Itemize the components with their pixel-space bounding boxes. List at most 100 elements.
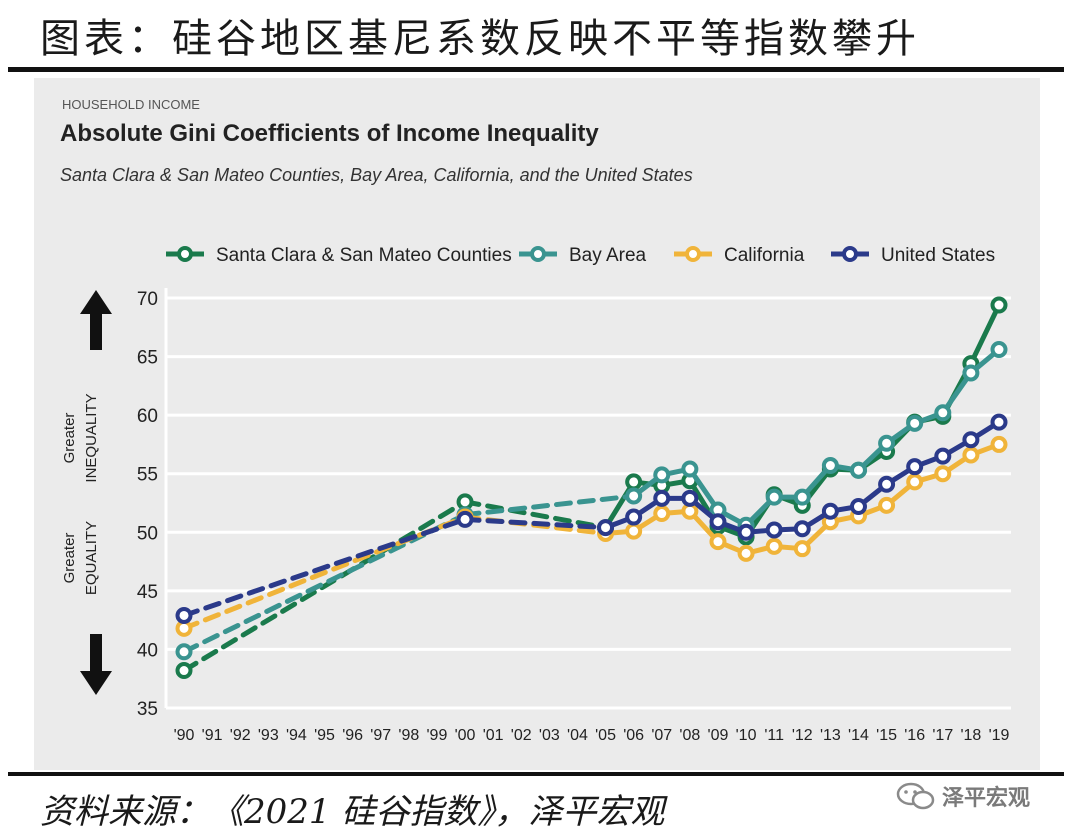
data-point bbox=[821, 457, 839, 475]
data-point bbox=[962, 446, 980, 464]
x-tick-label: '93 bbox=[258, 727, 279, 744]
x-tick-label: '97 bbox=[370, 727, 391, 744]
chart-panel: HOUSEHOLD INCOME Absolute Gini Coefficie… bbox=[34, 78, 1040, 770]
legend-swatch-marker bbox=[177, 246, 193, 262]
data-point bbox=[709, 513, 727, 531]
x-tick-label: '96 bbox=[342, 727, 363, 744]
data-point bbox=[709, 533, 727, 551]
legend-item: California bbox=[674, 245, 805, 266]
data-point bbox=[765, 488, 783, 506]
legend-label: Santa Clara & San Mateo Counties bbox=[216, 245, 512, 266]
x-tick-label: '14 bbox=[848, 727, 869, 744]
legend-label: California bbox=[724, 245, 805, 266]
x-tick-label: '19 bbox=[989, 727, 1010, 744]
legend-item: Santa Clara & San Mateo Counties bbox=[166, 245, 512, 266]
data-point bbox=[849, 498, 867, 516]
top-rule bbox=[8, 67, 1064, 72]
data-point bbox=[175, 606, 193, 624]
chart-kicker: HOUSEHOLD INCOME bbox=[62, 97, 200, 112]
x-tick-label: '99 bbox=[427, 727, 448, 744]
x-axis-ticks: '90 '91 '92 '93 '94 '95 '96 '97 '98 '99 '00 '01 '02 '… bbox=[174, 727, 1010, 744]
x-tick-label: '11 bbox=[764, 727, 784, 744]
data-point bbox=[653, 505, 671, 523]
data-point bbox=[849, 461, 867, 479]
x-tick-label: '03 bbox=[539, 727, 560, 744]
wechat-icon bbox=[896, 782, 935, 810]
data-point bbox=[681, 460, 699, 478]
down-arrow-icon bbox=[80, 634, 112, 695]
chart-grid bbox=[164, 288, 1011, 710]
x-tick-label: '13 bbox=[820, 727, 841, 744]
y-tick-label: 50 bbox=[137, 523, 158, 544]
legend-swatch-marker bbox=[842, 246, 858, 262]
data-point bbox=[793, 540, 811, 558]
x-tick-label: '07 bbox=[651, 727, 672, 744]
data-point bbox=[906, 458, 924, 476]
data-point bbox=[653, 466, 671, 484]
dashed-segment bbox=[181, 514, 468, 631]
x-tick-label: '05 bbox=[595, 727, 616, 744]
dashed-segment bbox=[181, 512, 468, 655]
data-point bbox=[653, 489, 671, 507]
series-united-states bbox=[175, 413, 1008, 624]
x-tick-label: '02 bbox=[511, 727, 532, 744]
x-tick-label: '17 bbox=[932, 727, 953, 744]
data-point bbox=[681, 489, 699, 507]
y-tick-label: 40 bbox=[137, 640, 158, 661]
x-tick-label: '15 bbox=[876, 727, 897, 744]
legend-item: Bay Area bbox=[519, 245, 647, 266]
data-point bbox=[737, 523, 755, 541]
legend-label: United States bbox=[881, 245, 995, 266]
data-point bbox=[934, 447, 952, 465]
dashed-segment bbox=[181, 499, 468, 674]
dashed-segment bbox=[181, 516, 468, 618]
x-tick-label: '90 bbox=[174, 727, 195, 744]
data-point bbox=[597, 519, 615, 537]
x-tick-label: '94 bbox=[286, 727, 307, 744]
source-note: 资料来源：《2021 硅谷指数》，泽平宏观 bbox=[40, 792, 665, 832]
watermark-text: 泽平宏观 bbox=[942, 786, 1031, 811]
data-point bbox=[990, 413, 1008, 431]
chart-subtitle: Santa Clara & San Mateo Counties, Bay Ar… bbox=[60, 165, 693, 185]
data-point bbox=[821, 502, 839, 520]
data-point bbox=[737, 544, 755, 562]
data-point bbox=[625, 487, 643, 505]
x-tick-label: '08 bbox=[679, 727, 700, 744]
y-axis-ticks: 35 40 45 50 55 60 65 70 bbox=[137, 289, 158, 720]
y-tick-label: 60 bbox=[137, 406, 158, 427]
gini-chart: HOUSEHOLD INCOME Absolute Gini Coefficie… bbox=[60, 97, 1011, 744]
data-point bbox=[990, 341, 1008, 359]
bottom-rule bbox=[8, 772, 1064, 776]
data-point bbox=[990, 435, 1008, 453]
dashed-segment bbox=[462, 499, 609, 531]
data-point bbox=[934, 465, 952, 483]
y-tick-label: 35 bbox=[137, 699, 158, 720]
series-california bbox=[175, 435, 1008, 637]
x-tick-label: '98 bbox=[398, 727, 419, 744]
axis-label-inequality: INEQUALITY bbox=[83, 393, 100, 482]
x-tick-label: '00 bbox=[455, 727, 476, 744]
legend-label: Bay Area bbox=[569, 245, 647, 266]
data-point bbox=[625, 473, 643, 491]
x-tick-label: '91 bbox=[202, 727, 223, 744]
x-tick-label: '12 bbox=[792, 727, 813, 744]
data-point bbox=[175, 662, 193, 680]
data-point bbox=[962, 364, 980, 382]
y-tick-label: 55 bbox=[137, 465, 158, 486]
x-tick-label: '95 bbox=[314, 727, 335, 744]
data-point bbox=[990, 296, 1008, 314]
series-bay-area bbox=[175, 341, 1008, 661]
x-tick-label: '92 bbox=[230, 727, 251, 744]
data-point bbox=[175, 643, 193, 661]
data-point bbox=[934, 404, 952, 422]
data-point bbox=[878, 496, 896, 514]
legend-swatch-marker bbox=[685, 246, 701, 262]
x-tick-label: '10 bbox=[736, 727, 757, 744]
x-tick-label: '06 bbox=[623, 727, 644, 744]
legend-item: United States bbox=[831, 245, 995, 266]
dashed-segment bbox=[462, 516, 609, 531]
data-point bbox=[625, 508, 643, 526]
watermark: 泽平宏观 bbox=[896, 780, 1030, 812]
data-point bbox=[906, 473, 924, 491]
y-tick-label: 70 bbox=[137, 289, 158, 310]
